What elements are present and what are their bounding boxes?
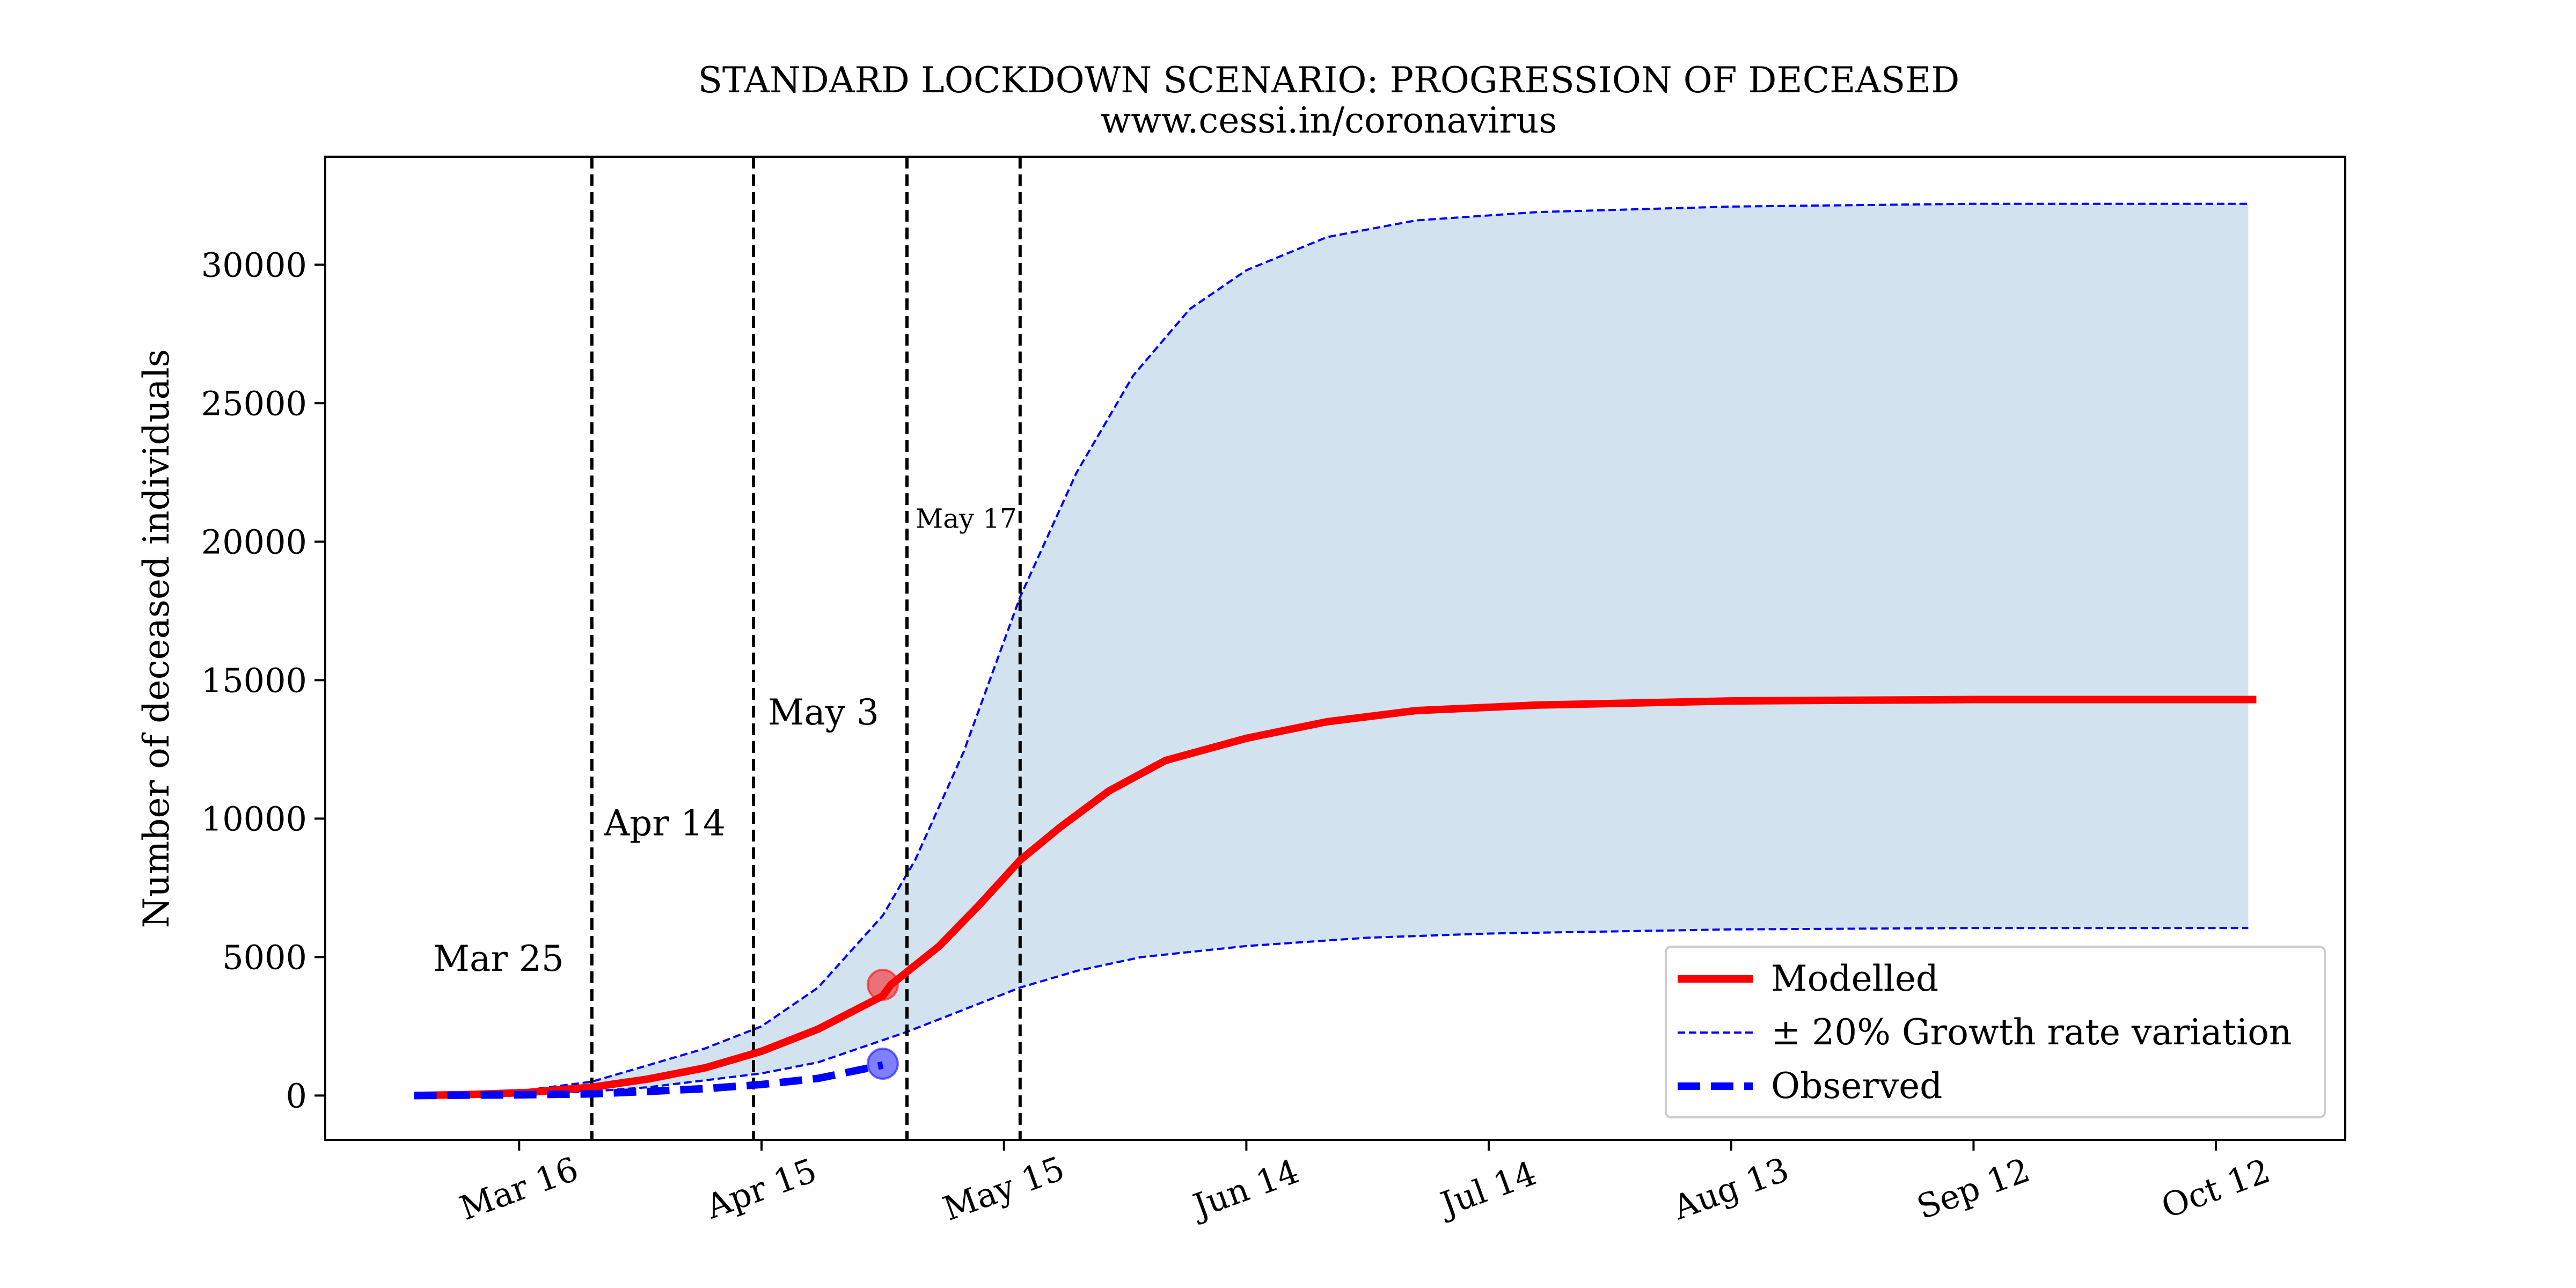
x-tick-label: Jun 14	[1185, 1152, 1304, 1227]
event-label-3: May 3	[768, 692, 879, 733]
event-label-1: Mar 25	[433, 938, 564, 979]
legend-label-3: Observed	[1771, 1065, 1942, 1107]
y-tick-label: 30000	[201, 245, 307, 284]
x-tick-label: May 15	[938, 1148, 1070, 1228]
x-tick-label: Mar 16	[455, 1149, 583, 1228]
upper-variation-line	[414, 202, 2249, 1097]
legend: Modelled ± 20% Growth rate variation Obser…	[1665, 946, 2326, 1118]
modelled-line	[414, 696, 2257, 1100]
legend-box	[1665, 946, 2326, 1118]
x-tick-label: Jul 14	[1432, 1153, 1541, 1225]
observed-marker	[866, 1048, 899, 1080]
x-tick-label: Apr 15	[700, 1151, 822, 1227]
y-tick-label: 5000	[222, 938, 307, 977]
y-tick-label: 20000	[201, 522, 307, 561]
y-tick-label: 25000	[201, 384, 307, 423]
x-tick-label: Oct 12	[2156, 1151, 2275, 1226]
legend-label-1: Modelled	[1771, 958, 1938, 999]
y-tick-label: 0	[286, 1076, 307, 1115]
event-label-2: Apr 14	[604, 802, 726, 844]
variation-band	[414, 203, 2249, 1096]
modelled-marker	[866, 969, 899, 1001]
x-tick-label: Sep 12	[1912, 1150, 2035, 1227]
chart-title: STANDARD LOCKDOWN SCENARIO: PROGRESSION …	[698, 60, 1960, 101]
plot-frame	[324, 156, 2346, 1141]
y-tick-label: 15000	[201, 661, 307, 700]
y-tick-label: 10000	[201, 799, 307, 838]
chart-subtitle: www.cessi.in/coronavirus	[1101, 100, 1557, 141]
plot-area: Mar 25 Apr 14 May 3 May 17 0 5000 10000 15000 20…	[201, 156, 2346, 1228]
x-tick-label: Aug 13	[1667, 1150, 1794, 1227]
y-axis-label: Number of deceased individuals	[136, 349, 177, 928]
event-label-4: May 17	[916, 503, 1017, 535]
legend-label-2: ± 20% Growth rate variation	[1771, 1012, 2292, 1053]
